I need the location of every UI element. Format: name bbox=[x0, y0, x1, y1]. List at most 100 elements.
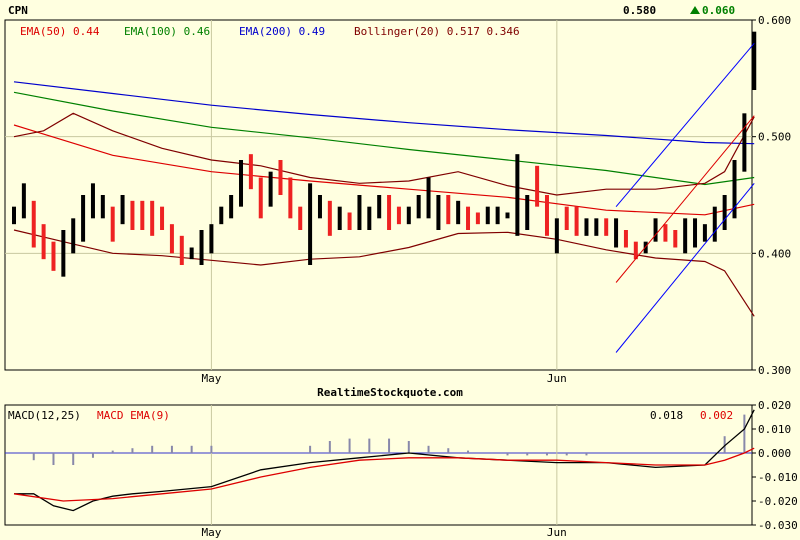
macd-ema-value: 0.002 bbox=[700, 409, 733, 422]
price-bar bbox=[742, 113, 747, 172]
price-bar bbox=[317, 195, 322, 219]
price-bar bbox=[239, 160, 244, 207]
price-bar bbox=[633, 241, 638, 260]
macd-panel-frame bbox=[4, 404, 753, 526]
price-bar bbox=[110, 206, 115, 242]
price-bar bbox=[564, 206, 569, 230]
price-bar bbox=[426, 177, 431, 219]
price-bar bbox=[544, 195, 549, 236]
price-bar bbox=[179, 235, 184, 265]
macd-y-axis: 0.020 0.010 0.000 -0.010 -0.020 -0.030 bbox=[752, 399, 798, 532]
trend-line bbox=[615, 183, 755, 353]
price-y-tick-label: 0.400 bbox=[758, 247, 791, 260]
price-bar bbox=[51, 241, 56, 271]
legend-ema100: EMA(100) 0.46 bbox=[124, 25, 210, 38]
macd-ema-label: MACD EMA(9) bbox=[97, 409, 170, 422]
macd-y-tick-label: 0.010 bbox=[758, 423, 791, 436]
price-x-axis: MayJunJul bbox=[201, 372, 567, 385]
macd-y-tick-label: -0.020 bbox=[758, 495, 798, 508]
macd-x-axis: MayJunJul bbox=[201, 526, 567, 539]
macd-lines bbox=[13, 409, 755, 512]
price-bar bbox=[169, 224, 174, 254]
price-bar bbox=[21, 183, 26, 219]
price-bar bbox=[100, 195, 105, 219]
bollinger-lower-line bbox=[13, 229, 755, 317]
price-bar bbox=[673, 230, 678, 248]
price-bar bbox=[712, 206, 717, 242]
price-change: 0.060 bbox=[702, 4, 735, 17]
macd-y-tick-label: -0.030 bbox=[758, 519, 798, 532]
price-bar bbox=[288, 177, 293, 219]
macd-x-tick-label: Jun bbox=[547, 526, 567, 539]
price-y-tick-label: 0.300 bbox=[758, 364, 791, 377]
macd-value: 0.018 bbox=[650, 409, 683, 422]
price-bars bbox=[12, 31, 757, 277]
price-bar bbox=[150, 200, 155, 236]
price-bar bbox=[90, 183, 95, 219]
price-bar bbox=[377, 195, 382, 219]
price-bar bbox=[31, 200, 36, 248]
price-bar bbox=[623, 230, 628, 248]
price-bar bbox=[406, 206, 411, 225]
price-bar bbox=[12, 206, 16, 225]
price-bar bbox=[584, 218, 589, 236]
price-bar bbox=[515, 154, 520, 236]
price-bar bbox=[219, 206, 224, 225]
bollinger-upper-line bbox=[13, 112, 755, 196]
price-bar bbox=[485, 206, 490, 225]
price-bar bbox=[209, 224, 214, 254]
price-bar bbox=[554, 218, 559, 254]
price-bar bbox=[574, 206, 579, 236]
price-x-tick-label: Jun bbox=[547, 372, 567, 385]
price-bar bbox=[594, 218, 599, 236]
macd-signal-line bbox=[13, 447, 755, 502]
price-bar bbox=[387, 195, 392, 230]
macd-y-tick-label: 0.000 bbox=[758, 447, 791, 460]
up-arrow-icon bbox=[690, 6, 700, 14]
price-bar bbox=[604, 218, 609, 236]
price-bar bbox=[71, 218, 76, 254]
trend-line bbox=[615, 115, 755, 283]
macd-histogram bbox=[32, 414, 746, 465]
price-bar bbox=[466, 206, 471, 230]
price-bar bbox=[663, 224, 668, 242]
price-bar bbox=[436, 195, 441, 230]
price-bar bbox=[258, 177, 263, 219]
price-bar bbox=[456, 200, 461, 225]
legend-ema200: EMA(200) 0.49 bbox=[239, 25, 325, 38]
ema100-line bbox=[13, 91, 755, 186]
chart-symbol: CPN bbox=[8, 4, 28, 17]
price-bar bbox=[702, 224, 707, 242]
last-price: 0.580 bbox=[623, 4, 656, 17]
price-bar bbox=[199, 230, 204, 265]
price-bar bbox=[653, 218, 658, 242]
price-bar bbox=[189, 247, 194, 260]
price-y-axis: 0.300 0.400 0.500 0.600 bbox=[752, 14, 791, 377]
macd-y-tick-label: 0.020 bbox=[758, 399, 791, 412]
price-bar bbox=[495, 206, 500, 225]
price-bar bbox=[505, 212, 510, 219]
legend-bollinger: Bollinger(20) 0.517 0.346 bbox=[354, 25, 520, 38]
price-bar bbox=[41, 224, 46, 260]
price-bar bbox=[140, 200, 145, 230]
trend-line bbox=[615, 43, 755, 207]
source-label: RealtimeStockquote.com bbox=[317, 386, 463, 399]
legend-ema50: EMA(50) 0.44 bbox=[20, 25, 100, 38]
price-bar bbox=[337, 206, 342, 230]
trend-channel-lines bbox=[615, 43, 755, 353]
price-bar bbox=[535, 165, 540, 207]
price-bar bbox=[298, 206, 303, 230]
price-bar bbox=[160, 206, 165, 230]
macd-label: MACD(12,25) bbox=[8, 409, 81, 422]
price-bar bbox=[722, 195, 727, 230]
price-bar bbox=[693, 218, 698, 248]
price-bar bbox=[752, 31, 757, 91]
price-bar bbox=[357, 195, 362, 230]
price-x-tick-label: May bbox=[201, 372, 221, 385]
price-bar bbox=[120, 195, 125, 225]
price-bar bbox=[614, 218, 619, 248]
price-bar bbox=[130, 200, 135, 230]
price-bar bbox=[81, 195, 86, 242]
price-bar bbox=[732, 160, 737, 219]
